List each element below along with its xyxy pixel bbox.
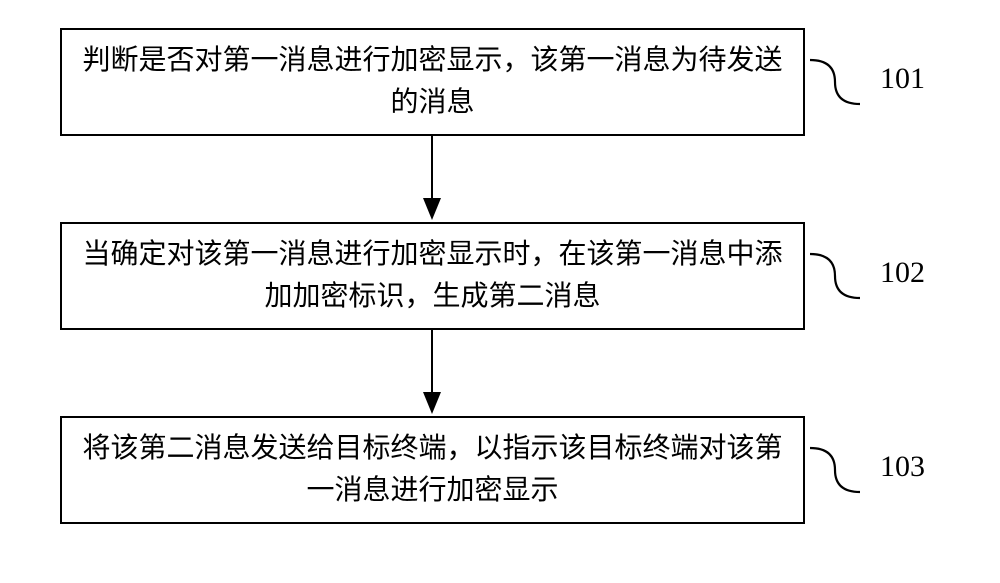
step-box-101: 判断是否对第一消息进行加密显示，该第一消息为待发送的消息 <box>60 28 805 136</box>
arrow-line-2-3 <box>431 330 433 392</box>
step-text: 判断是否对第一消息进行加密显示，该第一消息为待发送的消息 <box>82 40 783 124</box>
step-box-103: 将该第二消息发送给目标终端，以指示该目标终端对该第一消息进行加密显示 <box>60 416 805 524</box>
step-label-102: 102 <box>880 256 925 290</box>
step-text: 当确定对该第一消息进行加密显示时，在该第一消息中添加加密标识，生成第二消息 <box>82 234 783 318</box>
label-brace-102 <box>805 249 865 303</box>
arrow-line-1-2 <box>431 136 433 198</box>
step-label-103: 103 <box>880 450 925 484</box>
flowchart-canvas: 判断是否对第一消息进行加密显示，该第一消息为待发送的消息 101 当确定对该第一… <box>0 0 1000 583</box>
label-brace-101 <box>805 55 865 109</box>
step-label-101: 101 <box>880 62 925 96</box>
step-text: 将该第二消息发送给目标终端，以指示该目标终端对该第一消息进行加密显示 <box>82 428 783 512</box>
arrow-head-1-2 <box>423 198 441 220</box>
label-brace-103 <box>805 443 865 497</box>
step-box-102: 当确定对该第一消息进行加密显示时，在该第一消息中添加加密标识，生成第二消息 <box>60 222 805 330</box>
arrow-head-2-3 <box>423 392 441 414</box>
